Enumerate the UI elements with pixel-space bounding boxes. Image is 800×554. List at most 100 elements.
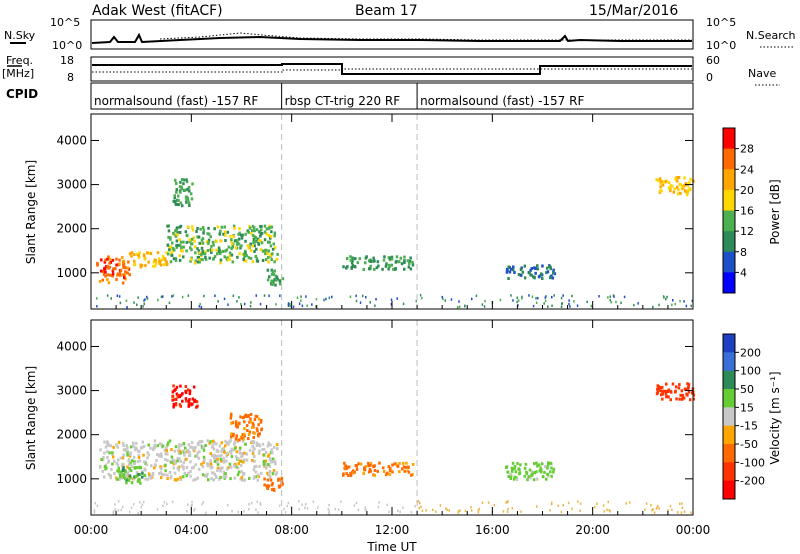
velocity-colorbar-swatch [723,334,735,353]
velocity-ground-cell [414,504,416,508]
velocity-cell [174,403,178,407]
power-cell [276,252,279,256]
power-cell [230,238,233,242]
velocity-cell [241,416,245,420]
power-cell [269,235,273,239]
velocity-cell [126,477,130,481]
velocity-cell [184,385,188,388]
power-cell [534,271,537,275]
velocity-ground-cell [298,500,300,503]
power-ground-cell [516,296,518,299]
velocity-cell [182,461,185,465]
power-cell [153,264,157,268]
power-cell [367,259,371,263]
velocity-cell [148,474,151,478]
velocity-cell [268,470,272,473]
power-cell [270,268,273,272]
power-cell [270,258,273,261]
velocity-cell [687,383,691,387]
beam-label: Beam 17 [355,3,418,19]
power-cell [202,228,206,232]
power-ground-cell [458,300,460,303]
velocity-ground-cell [201,503,203,506]
velocity-ground-cell [120,508,123,512]
power-ground-cell [450,298,453,301]
power-cell [273,260,276,264]
power-cell [182,240,185,244]
power-cell [512,265,515,269]
power-cell [523,264,526,268]
velocity-cell [260,428,263,432]
velocity-cell [232,432,235,436]
power-cell [259,234,262,238]
velocity-ground-cell [278,504,281,508]
power-ground-cell [365,296,367,299]
velocity-cell [660,389,664,393]
power-cell [383,255,386,259]
velocity-cell [102,456,105,459]
power-ground-cell [441,295,443,299]
velocity-cell [137,472,140,476]
velocity-cell [137,455,141,459]
velocity-cell [213,459,217,463]
nsearch-series [159,32,692,41]
power-cell [115,257,118,261]
power-cell [532,275,535,279]
velocity-ground-cell [645,502,648,505]
velocity-ground-cell [340,500,342,503]
velocity-ground-cell [117,500,120,503]
velocity-cell [355,467,359,471]
power-cell [219,239,222,243]
velocity-cell [236,473,240,477]
power-cell [179,244,182,248]
power-cell [219,261,222,265]
power-cell [175,203,178,206]
velocity-cell [367,464,370,468]
power-cell [227,258,230,262]
velocity-ground-cell [653,511,656,514]
power-cell [683,184,686,188]
velocity-ground-cell [286,504,289,508]
velocity-cell [158,442,162,446]
velocity-cell [224,439,227,443]
power-cell [520,273,523,277]
power-cell [106,257,109,261]
velocity-ground-cell [651,509,653,512]
nsky-panel-frame [90,19,694,50]
velocity-cell [120,470,123,474]
power-ground-cell [415,299,417,303]
velocity-ground-cell [477,509,479,512]
velocity-cell [230,450,233,454]
velocity-cell [121,462,124,466]
velocity-cell [194,454,197,458]
power-cell [155,261,158,265]
cpid-label: CPID [6,87,38,101]
velocity-cell [181,399,184,403]
power-cell [128,252,132,256]
velocity-colorbar-swatch [723,389,735,408]
power-cell [173,196,176,200]
velocity-cell [130,481,134,485]
velocity-ground-cell [402,506,404,509]
velocity-cell [129,476,132,480]
velocity-ground-cell [137,512,139,515]
power-cell [206,249,210,252]
velocity-cell [251,440,254,444]
velocity-cell [136,460,140,463]
velocity-ground-cell [683,510,686,514]
power-cell [184,195,188,199]
velocity-cell [258,432,261,436]
power-ground-cell [298,302,301,305]
power-ground-cell [311,303,313,306]
velocity-cell [263,477,266,481]
velocity-cell [523,474,526,478]
velocity-cell [248,420,251,424]
power-ground-cell [300,299,302,302]
velocity-ground-cell [93,511,96,514]
power-cell [213,227,216,231]
power-cell [138,251,141,255]
power-cell [223,225,226,229]
power-cell [103,267,106,271]
power-cell [146,251,149,255]
velocity-cell [514,470,518,474]
